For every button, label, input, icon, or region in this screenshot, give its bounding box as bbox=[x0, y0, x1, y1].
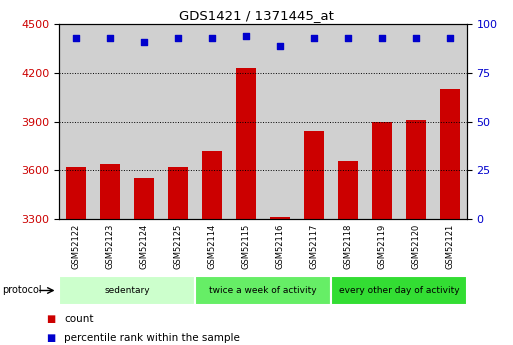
Bar bbox=[263, 24, 297, 219]
Bar bbox=[371, 121, 392, 219]
Bar bbox=[66, 167, 86, 219]
Text: GDS1421 / 1371445_at: GDS1421 / 1371445_at bbox=[179, 9, 334, 22]
Text: protocol: protocol bbox=[3, 286, 42, 295]
Point bbox=[72, 35, 80, 41]
Point bbox=[140, 39, 148, 45]
Point bbox=[446, 35, 454, 41]
Point bbox=[174, 35, 182, 41]
Bar bbox=[235, 68, 256, 219]
Bar bbox=[127, 24, 161, 219]
Text: sedentary: sedentary bbox=[104, 286, 150, 295]
Bar bbox=[365, 24, 399, 219]
Point bbox=[242, 33, 250, 39]
Point bbox=[344, 35, 352, 41]
Bar bbox=[406, 120, 426, 219]
Bar bbox=[195, 24, 229, 219]
Bar bbox=[134, 178, 154, 219]
Bar bbox=[270, 217, 290, 219]
Text: ■: ■ bbox=[46, 314, 55, 324]
Bar bbox=[93, 24, 127, 219]
Point bbox=[106, 35, 114, 41]
Point bbox=[276, 43, 284, 48]
Text: ■: ■ bbox=[46, 333, 55, 343]
Text: count: count bbox=[64, 314, 94, 324]
Bar bbox=[399, 24, 433, 219]
Bar bbox=[161, 24, 195, 219]
Bar bbox=[440, 89, 460, 219]
Point bbox=[310, 35, 318, 41]
Bar bbox=[331, 24, 365, 219]
Bar bbox=[195, 276, 331, 305]
Bar bbox=[59, 24, 93, 219]
Text: percentile rank within the sample: percentile rank within the sample bbox=[64, 333, 240, 343]
Bar bbox=[168, 167, 188, 219]
Bar bbox=[202, 151, 222, 219]
Bar bbox=[331, 276, 467, 305]
Text: every other day of activity: every other day of activity bbox=[339, 286, 459, 295]
Bar bbox=[100, 164, 120, 219]
Point bbox=[412, 35, 420, 41]
Point bbox=[208, 35, 216, 41]
Bar bbox=[297, 24, 331, 219]
Point bbox=[378, 35, 386, 41]
Bar bbox=[59, 276, 195, 305]
Bar bbox=[433, 24, 467, 219]
Bar bbox=[304, 131, 324, 219]
Text: twice a week of activity: twice a week of activity bbox=[209, 286, 317, 295]
Bar bbox=[229, 24, 263, 219]
Bar bbox=[338, 160, 358, 219]
